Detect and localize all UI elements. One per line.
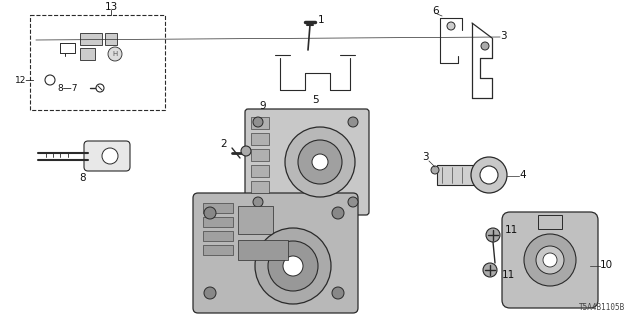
Circle shape	[253, 117, 263, 127]
Circle shape	[285, 127, 355, 197]
Circle shape	[543, 253, 557, 267]
Text: 8: 8	[80, 173, 86, 183]
Text: 4: 4	[519, 170, 525, 180]
Bar	[80, 48, 95, 60]
Circle shape	[102, 148, 118, 164]
Bar	[105, 33, 117, 45]
Text: 11: 11	[502, 270, 515, 280]
Circle shape	[45, 75, 55, 85]
Bar	[251, 181, 269, 193]
Circle shape	[536, 246, 564, 274]
Circle shape	[204, 287, 216, 299]
Text: T5A4B1105B: T5A4B1105B	[579, 303, 625, 312]
Bar	[251, 165, 269, 177]
FancyBboxPatch shape	[84, 141, 130, 171]
Text: 1: 1	[318, 15, 324, 25]
FancyBboxPatch shape	[193, 193, 358, 313]
Text: 9: 9	[260, 101, 266, 111]
Circle shape	[481, 42, 489, 50]
Circle shape	[480, 166, 498, 184]
Circle shape	[332, 207, 344, 219]
Bar	[203, 245, 233, 255]
Text: 2: 2	[221, 139, 227, 149]
Text: 13: 13	[104, 2, 118, 12]
Bar	[203, 217, 233, 227]
Circle shape	[471, 157, 507, 193]
Circle shape	[483, 263, 497, 277]
Text: 5: 5	[312, 95, 318, 105]
Circle shape	[332, 287, 344, 299]
Circle shape	[255, 228, 331, 304]
Text: 12—: 12—	[15, 76, 35, 84]
FancyBboxPatch shape	[71, 24, 144, 72]
Circle shape	[298, 140, 342, 184]
Circle shape	[268, 241, 318, 291]
Circle shape	[348, 197, 358, 207]
Circle shape	[241, 146, 251, 156]
Text: 11: 11	[505, 225, 518, 235]
Bar	[437, 165, 475, 185]
Circle shape	[283, 256, 303, 276]
Circle shape	[253, 197, 263, 207]
Bar	[251, 117, 269, 129]
Circle shape	[431, 166, 439, 174]
Text: 3: 3	[422, 152, 428, 162]
Circle shape	[204, 207, 216, 219]
Bar	[538, 215, 562, 229]
Text: 10: 10	[600, 260, 613, 270]
Circle shape	[108, 47, 122, 61]
Bar	[238, 240, 288, 260]
Bar	[238, 206, 273, 234]
Text: 3: 3	[500, 31, 507, 41]
Bar	[203, 203, 233, 213]
FancyBboxPatch shape	[245, 109, 369, 215]
Bar	[251, 133, 269, 145]
Bar	[80, 33, 102, 45]
Circle shape	[312, 154, 328, 170]
Bar	[251, 149, 269, 161]
Circle shape	[96, 84, 104, 92]
Text: H: H	[113, 51, 118, 57]
Bar	[30, 15, 165, 110]
Circle shape	[447, 22, 455, 30]
Bar	[203, 231, 233, 241]
Circle shape	[486, 228, 500, 242]
Circle shape	[524, 234, 576, 286]
Text: 6: 6	[432, 6, 438, 16]
FancyBboxPatch shape	[502, 212, 598, 308]
Text: 8—7: 8—7	[58, 84, 78, 92]
Circle shape	[348, 117, 358, 127]
